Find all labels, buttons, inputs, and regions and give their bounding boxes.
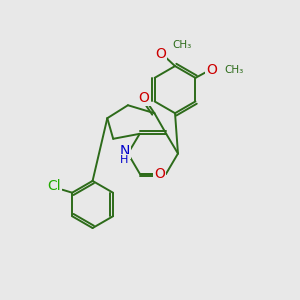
Text: O: O bbox=[154, 167, 165, 181]
Text: O: O bbox=[139, 91, 149, 105]
Text: O: O bbox=[206, 63, 217, 76]
Text: O: O bbox=[155, 47, 166, 61]
Text: CH₃: CH₃ bbox=[172, 40, 191, 50]
Text: Cl: Cl bbox=[47, 179, 60, 193]
Text: N: N bbox=[119, 144, 130, 158]
Text: H: H bbox=[120, 155, 129, 165]
Text: CH₃: CH₃ bbox=[224, 64, 243, 75]
